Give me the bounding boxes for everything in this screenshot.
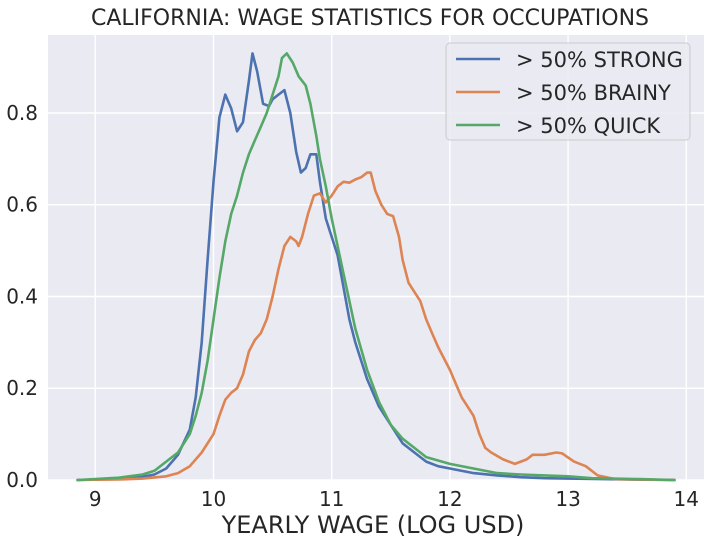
series-line-2 — [76, 52, 676, 482]
legend-label-1: > 50% BRAINY — [516, 81, 671, 105]
y-tick-label: 0.8 — [6, 101, 38, 125]
x-tick-label: 13 — [555, 487, 580, 511]
x-tick-labels: 9 10 11 12 13 14 — [89, 487, 699, 511]
chart-title: CALIFORNIA: WAGE STATISTICS FOR OCCUPATI… — [91, 6, 649, 31]
x-tick-label: 10 — [201, 487, 226, 511]
y-tick-label: 0.4 — [6, 284, 38, 308]
x-tick-label: 9 — [89, 487, 102, 511]
y-tick-label: 0.6 — [6, 193, 38, 217]
x-tick-label: 11 — [319, 487, 344, 511]
y-tick-label: 0.0 — [6, 468, 38, 492]
series-line-1 — [76, 171, 676, 482]
x-tick-label: 14 — [674, 487, 699, 511]
series-layer — [76, 52, 676, 482]
x-tick-label: 12 — [437, 487, 462, 511]
x-axis-label: YEARLY WAGE (LOG USD) — [221, 511, 525, 539]
legend-label-0: > 50% STRONG — [516, 48, 683, 72]
legend-label-2: > 50% QUICK — [516, 114, 661, 138]
legend: > 50% STRONG > 50% BRAINY > 50% QUICK — [445, 42, 691, 141]
y-tick-labels: 0.0 0.2 0.4 0.6 0.8 — [6, 101, 38, 492]
series-line-0 — [76, 52, 676, 482]
y-tick-label: 0.2 — [6, 376, 38, 400]
legend-box — [445, 42, 691, 141]
